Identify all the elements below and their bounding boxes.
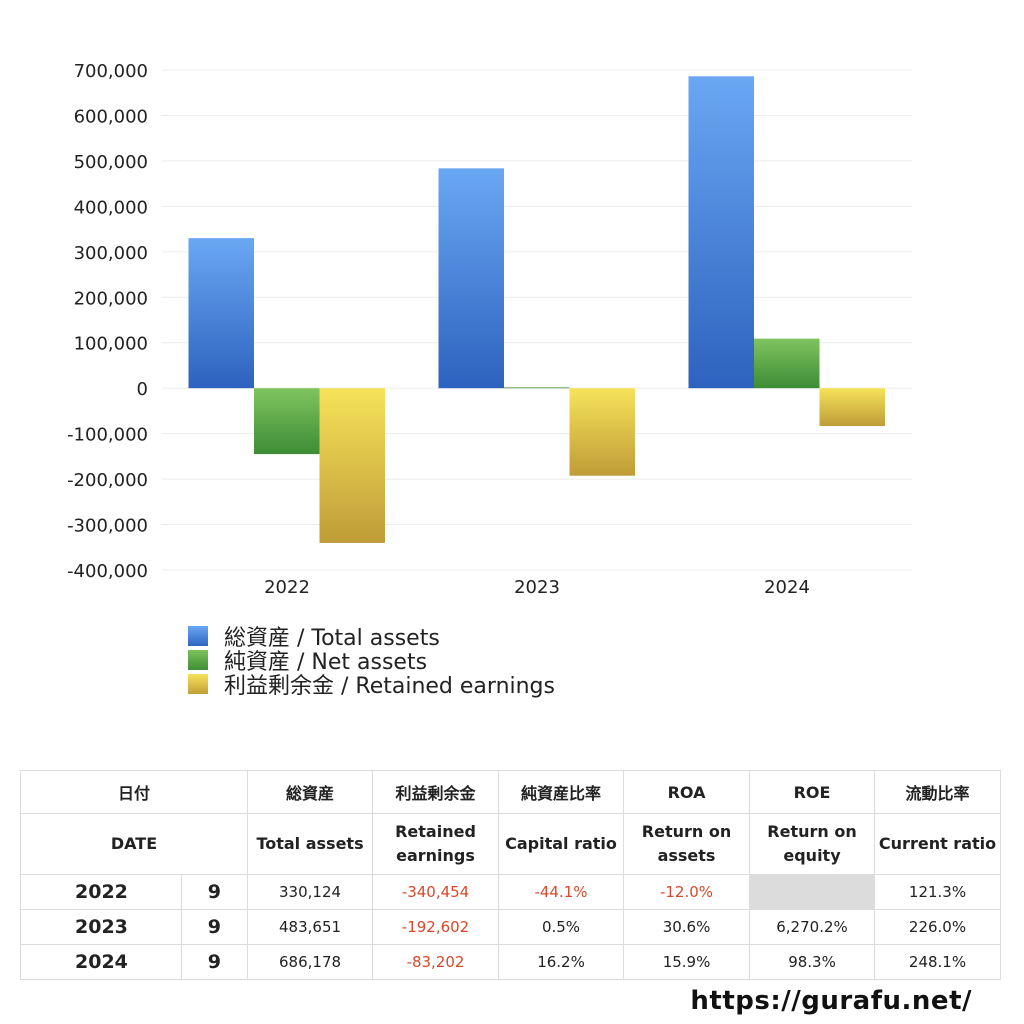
cell-capital-ratio: -44.1% [498,874,625,910]
legend-item-retained-earnings: 利益剰余金 / Retained earnings [188,672,555,699]
cell-current-ratio: 226.0% [874,909,1002,945]
header-date-en: DATE [19,813,249,875]
bar [754,338,820,389]
bar [688,76,754,389]
legend-item-total-assets: 総資産 / Total assets [188,624,555,651]
site-url[interactable]: https://gurafu.net/ [690,986,972,1016]
header-retained-earnings-jp: 利益剰余金 [372,770,500,814]
x-axis-ticks: 2022 2023 2024 [264,577,810,598]
financial-table: 日付 総資産 利益剰余金 純資産比率 ROA ROE 流動比率 DATE Tot… [19,770,1002,980]
legend-swatch-blue [188,626,208,646]
row-year: 2024 [20,944,182,980]
x-tick-label: 2023 [514,577,560,598]
header-capital-ratio-en: Capital ratio [498,813,625,875]
header-roe-jp: ROE [749,770,876,814]
table-header-jp: 日付 総資産 利益剰余金 純資産比率 ROA ROE 流動比率 [19,770,1002,814]
bars [188,76,885,543]
y-tick-label: 0 [137,379,148,400]
x-tick-label: 2022 [264,577,310,598]
y-tick-label: 200,000 [74,288,148,309]
header-total-assets-en: Total assets [247,813,374,875]
y-tick-label: 500,000 [74,152,148,173]
cell-total-assets: 330,124 [247,874,374,910]
row-month: 9 [180,909,249,945]
y-axis-ticks: 700,000 600,000 500,000 400,000 300,000 200,0… [67,61,148,582]
bar [319,388,385,543]
y-tick-label: -100,000 [67,425,148,446]
cell-retained-earnings: -83,202 [372,944,500,980]
header-roa-en: Return on assets [623,813,751,875]
legend-swatch-yellow [188,674,208,694]
header-current-ratio-en: Current ratio [874,813,1002,875]
cell-total-assets: 686,178 [247,944,374,980]
cell-roa: 15.9% [623,944,751,980]
header-retained-earnings-en: Retained earnings [372,813,500,875]
y-tick-label: -200,000 [67,470,148,491]
table-row: 2024 9 686,178 -83,202 16.2% 15.9% 98.3%… [20,944,1002,980]
header-capital-ratio-jp: 純資産比率 [498,770,625,814]
bar [569,388,635,476]
cell-roa: -12.0% [623,874,751,910]
legend-label: 利益剰余金 / Retained earnings [224,674,555,699]
cell-total-assets: 483,651 [247,909,374,945]
bar [504,387,570,389]
cell-current-ratio: 121.3% [874,874,1002,910]
row-year: 2023 [20,909,182,945]
bar [438,168,504,389]
gridlines [162,69,912,571]
legend: 総資産 / Total assets 純資産 / Net assets 利益剰余… [188,624,555,699]
row-month: 9 [180,944,249,980]
bar [254,388,320,455]
header-roe-en: Return on equity [749,813,876,875]
y-tick-label: 600,000 [74,106,148,127]
cell-roe: 98.3% [749,944,876,980]
row-month: 9 [180,874,249,910]
header-roa-jp: ROA [623,770,751,814]
y-tick-label: -400,000 [67,561,148,582]
legend-label: 総資産 / Total assets [224,626,440,651]
cell-capital-ratio: 0.5% [498,909,625,945]
table-row: 2022 9 330,124 -340,454 -44.1% -12.0% 12… [20,874,1002,910]
table-row: 2023 9 483,651 -192,602 0.5% 30.6% 6,270… [20,909,1002,945]
y-tick-label: -300,000 [67,516,148,537]
header-total-assets-jp: 総資産 [247,770,374,814]
cell-current-ratio: 248.1% [874,944,1002,980]
cell-roe: 6,270.2% [749,909,876,945]
cell-retained-earnings: -340,454 [372,874,500,910]
x-tick-label: 2024 [764,577,810,598]
legend-item-net-assets: 純資産 / Net assets [188,648,555,675]
legend-label: 純資産 / Net assets [224,650,428,675]
bar [188,238,254,389]
header-date-jp: 日付 [19,770,249,814]
row-year: 2022 [20,874,182,910]
cell-roe [749,874,876,910]
cell-capital-ratio: 16.2% [498,944,625,980]
y-tick-label: 300,000 [74,243,148,264]
cell-roa: 30.6% [623,909,751,945]
bar [819,388,885,427]
y-tick-label: 700,000 [74,61,148,82]
table-header-en: DATE Total assets Retained earnings Capi… [19,813,1002,875]
legend-swatch-green [188,650,208,670]
header-current-ratio-jp: 流動比率 [874,770,1002,814]
y-tick-label: 400,000 [74,197,148,218]
cell-retained-earnings: -192,602 [372,909,500,945]
bar-chart: 700,000 600,000 500,000 400,000 300,000 200,0… [67,61,912,598]
y-tick-label: 100,000 [74,334,148,355]
